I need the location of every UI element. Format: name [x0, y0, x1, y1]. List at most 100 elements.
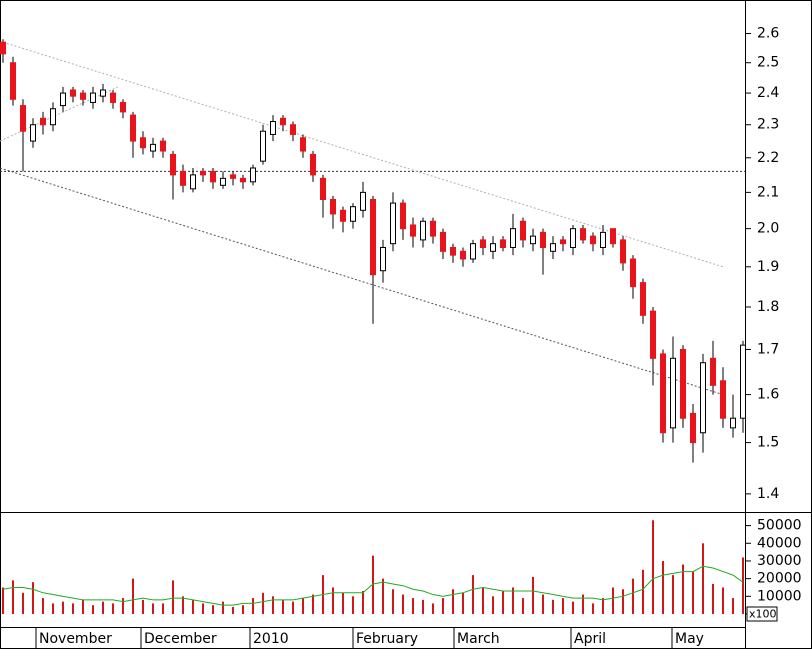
moving-average [2, 565, 744, 606]
volume-bar [102, 601, 104, 614]
volume-bar [432, 603, 434, 614]
y-tick-label: 1.8 [757, 299, 779, 315]
x-tick-label: May [675, 631, 704, 647]
volume-bar [132, 578, 134, 614]
y-tick-label: 1.5 [757, 435, 779, 451]
candle-body [130, 114, 136, 142]
volume-bar [612, 587, 614, 614]
candle-body [700, 362, 706, 434]
candle-body [20, 105, 26, 132]
y-tick-label: 2.0 [757, 221, 779, 237]
candle-body [100, 89, 106, 97]
volume-bar [302, 598, 304, 614]
volume-bar [512, 587, 514, 614]
candle-body [200, 170, 206, 176]
y-tick-label: 2.4 [757, 85, 779, 101]
candle-body [650, 310, 656, 359]
candle-body [140, 137, 146, 149]
y-tick-label: 40000 [757, 535, 802, 551]
candle-body [120, 101, 126, 113]
x-tick-label: November [39, 631, 112, 647]
volume-bar [192, 599, 194, 614]
candle-body [420, 220, 426, 241]
candle-body [170, 153, 176, 176]
y-tick-label: 2.3 [757, 117, 779, 133]
trend-line [0, 86, 119, 142]
candle-body [510, 228, 516, 248]
volume-bar [142, 599, 144, 614]
volume-bar [362, 591, 364, 614]
y-tick-label: 2.1 [757, 184, 779, 200]
volume-bar [462, 592, 464, 614]
candle-body [390, 202, 396, 245]
candle-body [600, 231, 606, 248]
volume-bar [182, 596, 184, 614]
volume-bar [72, 603, 74, 614]
volume-bar [162, 603, 164, 614]
y-tick-label: 1.9 [757, 259, 779, 275]
candle-body [280, 117, 286, 126]
candle-body [660, 353, 666, 434]
volume-bar [32, 582, 34, 614]
volume-bar [482, 587, 484, 614]
volume-bar [742, 557, 744, 614]
candle-body [310, 153, 316, 176]
volume-bar [282, 599, 284, 614]
volume-bar [212, 605, 214, 614]
volume-bar [12, 580, 14, 614]
volume-bar [522, 598, 524, 614]
candle-body [740, 344, 746, 419]
volume-bar [422, 599, 424, 614]
candle-body [590, 235, 596, 245]
volume-bar [252, 598, 254, 614]
candle-body [190, 174, 196, 190]
candle-body [30, 124, 36, 142]
volume-bar [582, 594, 584, 614]
candle-body [470, 243, 476, 260]
candle-body [160, 140, 166, 152]
candle-body [150, 143, 156, 152]
volume-bar [622, 589, 624, 614]
candle-body [290, 124, 296, 135]
candle-body [570, 228, 576, 248]
candle-body [80, 92, 86, 100]
volume-bar [202, 603, 204, 614]
candle-body [460, 250, 466, 260]
candle-body [670, 357, 676, 429]
volume-bar [332, 587, 334, 614]
y-tick-label: 2.6 [757, 26, 779, 42]
candle-body [690, 412, 696, 444]
candle-body [630, 258, 636, 288]
y-tick-label: 20000 [757, 571, 802, 587]
volume-bar [642, 569, 644, 614]
candle-body [340, 209, 346, 222]
candle-body [610, 228, 616, 245]
candle-body [640, 282, 646, 316]
x-tick-label: February [356, 631, 418, 647]
candle-body [410, 224, 416, 237]
volume-bar [592, 603, 594, 614]
candle-body [220, 177, 226, 186]
y-tick-label: 1.6 [757, 387, 779, 403]
candle-body [320, 177, 326, 200]
candle-body [400, 202, 406, 230]
candle-body [10, 62, 16, 100]
candle-body [50, 108, 56, 126]
volume-bar [672, 575, 674, 614]
candle-body [350, 206, 356, 222]
x-tick-label: December [144, 631, 217, 647]
volume-bar [602, 598, 604, 614]
volume-bar [262, 592, 264, 614]
candle-body [720, 380, 726, 419]
candle-body [230, 174, 236, 179]
volume-bar [372, 555, 374, 614]
volume-bar [402, 594, 404, 614]
y-tick-label: 2.5 [757, 55, 779, 71]
candle-body [620, 239, 626, 264]
candle-body [680, 349, 686, 419]
candle-body [540, 231, 546, 248]
candle-body [560, 239, 566, 245]
volume-bar [542, 594, 544, 614]
y-tick-label: 1.4 [757, 486, 779, 502]
candle-body [330, 198, 336, 215]
